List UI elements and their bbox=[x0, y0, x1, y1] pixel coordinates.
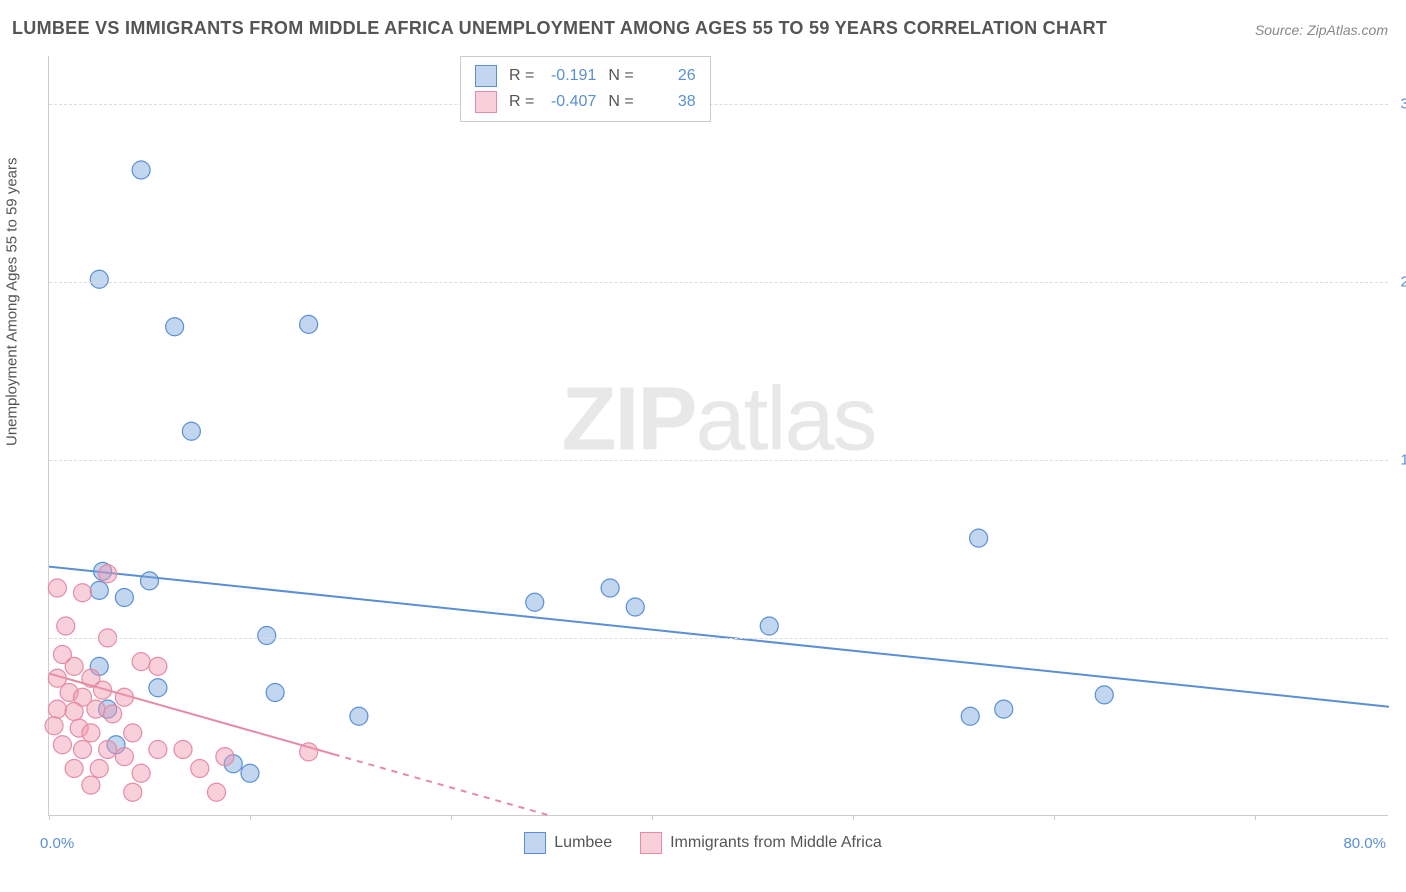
data-point bbox=[166, 318, 184, 336]
data-point bbox=[82, 724, 100, 742]
data-point bbox=[90, 760, 108, 778]
data-point bbox=[601, 579, 619, 597]
grid-line bbox=[49, 638, 1388, 639]
x-tick bbox=[451, 815, 452, 820]
data-point bbox=[65, 760, 83, 778]
data-point bbox=[65, 657, 83, 675]
x-tick bbox=[652, 815, 653, 820]
data-point bbox=[90, 270, 108, 288]
data-point bbox=[174, 741, 192, 759]
data-point bbox=[191, 760, 209, 778]
data-point bbox=[132, 653, 150, 671]
r-label: R = bbox=[509, 67, 534, 85]
legend-swatch bbox=[640, 832, 662, 854]
data-point bbox=[115, 748, 133, 766]
plot-svg bbox=[49, 56, 1388, 815]
data-point bbox=[241, 764, 259, 782]
n-value: 26 bbox=[646, 67, 696, 85]
y-tick-label: 22.5% bbox=[1393, 273, 1406, 290]
data-point bbox=[74, 741, 92, 759]
n-label: N = bbox=[608, 93, 633, 111]
data-point bbox=[115, 589, 133, 607]
data-point bbox=[300, 315, 318, 333]
data-point bbox=[104, 705, 122, 723]
data-point bbox=[48, 669, 66, 687]
data-point bbox=[149, 679, 167, 697]
data-point bbox=[626, 598, 644, 616]
r-label: R = bbox=[509, 93, 534, 111]
stats-legend-box: R = -0.191 N = 26 R = -0.407 N = 38 bbox=[460, 56, 711, 122]
data-point bbox=[961, 707, 979, 725]
data-point bbox=[208, 783, 226, 801]
data-point bbox=[760, 617, 778, 635]
data-point bbox=[300, 743, 318, 761]
data-point bbox=[970, 529, 988, 547]
source-attribution: Source: ZipAtlas.com bbox=[1255, 22, 1388, 38]
x-tick bbox=[853, 815, 854, 820]
data-point bbox=[65, 703, 83, 721]
data-point bbox=[48, 579, 66, 597]
n-value: 38 bbox=[646, 93, 696, 111]
chart-container: LUMBEE VS IMMIGRANTS FROM MIDDLE AFRICA … bbox=[0, 0, 1406, 892]
data-point bbox=[258, 627, 276, 645]
stats-row: R = -0.191 N = 26 bbox=[475, 63, 696, 89]
legend-label: Lumbee bbox=[554, 834, 612, 852]
data-point bbox=[995, 700, 1013, 718]
x-tick bbox=[1054, 815, 1055, 820]
data-point bbox=[94, 681, 112, 699]
grid-line bbox=[49, 460, 1388, 461]
data-point bbox=[99, 565, 117, 583]
data-point bbox=[124, 724, 142, 742]
data-point bbox=[82, 776, 100, 794]
grid-line bbox=[49, 282, 1388, 283]
data-point bbox=[115, 688, 133, 706]
x-tick bbox=[250, 815, 251, 820]
data-point bbox=[53, 736, 71, 754]
data-point bbox=[266, 684, 284, 702]
data-point bbox=[149, 741, 167, 759]
data-point bbox=[45, 717, 63, 735]
stats-row: R = -0.407 N = 38 bbox=[475, 89, 696, 115]
trend-line-dashed bbox=[334, 754, 552, 816]
x-tick bbox=[49, 815, 50, 820]
y-axis-label: Unemployment Among Ages 55 to 59 years bbox=[4, 157, 21, 446]
data-point bbox=[132, 764, 150, 782]
x-tick bbox=[1255, 815, 1256, 820]
data-point bbox=[48, 700, 66, 718]
data-point bbox=[141, 572, 159, 590]
legend-swatch bbox=[524, 832, 546, 854]
data-point bbox=[74, 584, 92, 602]
data-point bbox=[99, 741, 117, 759]
data-point bbox=[350, 707, 368, 725]
data-point bbox=[1095, 686, 1113, 704]
trend-line bbox=[49, 567, 1389, 707]
r-value: -0.191 bbox=[546, 67, 596, 85]
legend-swatch bbox=[475, 65, 497, 87]
y-tick-label: 7.5% bbox=[1393, 629, 1406, 646]
data-point bbox=[87, 700, 105, 718]
r-value: -0.407 bbox=[546, 93, 596, 111]
grid-line bbox=[49, 104, 1388, 105]
n-label: N = bbox=[608, 67, 633, 85]
legend-label: Immigrants from Middle Africa bbox=[670, 834, 882, 852]
data-point bbox=[216, 748, 234, 766]
data-point bbox=[526, 593, 544, 611]
legend-item: Immigrants from Middle Africa bbox=[640, 832, 882, 854]
legend-swatch bbox=[475, 91, 497, 113]
data-point bbox=[124, 783, 142, 801]
y-tick-label: 15.0% bbox=[1393, 451, 1406, 468]
y-tick-label: 30.0% bbox=[1393, 95, 1406, 112]
data-point bbox=[132, 161, 150, 179]
data-point bbox=[149, 657, 167, 675]
data-point bbox=[57, 617, 75, 635]
data-point bbox=[90, 581, 108, 599]
chart-title: LUMBEE VS IMMIGRANTS FROM MIDDLE AFRICA … bbox=[12, 18, 1107, 39]
bottom-legend: Lumbee Immigrants from Middle Africa bbox=[0, 832, 1406, 854]
legend-item: Lumbee bbox=[524, 832, 612, 854]
data-point bbox=[182, 422, 200, 440]
plot-area: ZIPatlas 7.5%15.0%22.5%30.0% bbox=[48, 56, 1388, 816]
